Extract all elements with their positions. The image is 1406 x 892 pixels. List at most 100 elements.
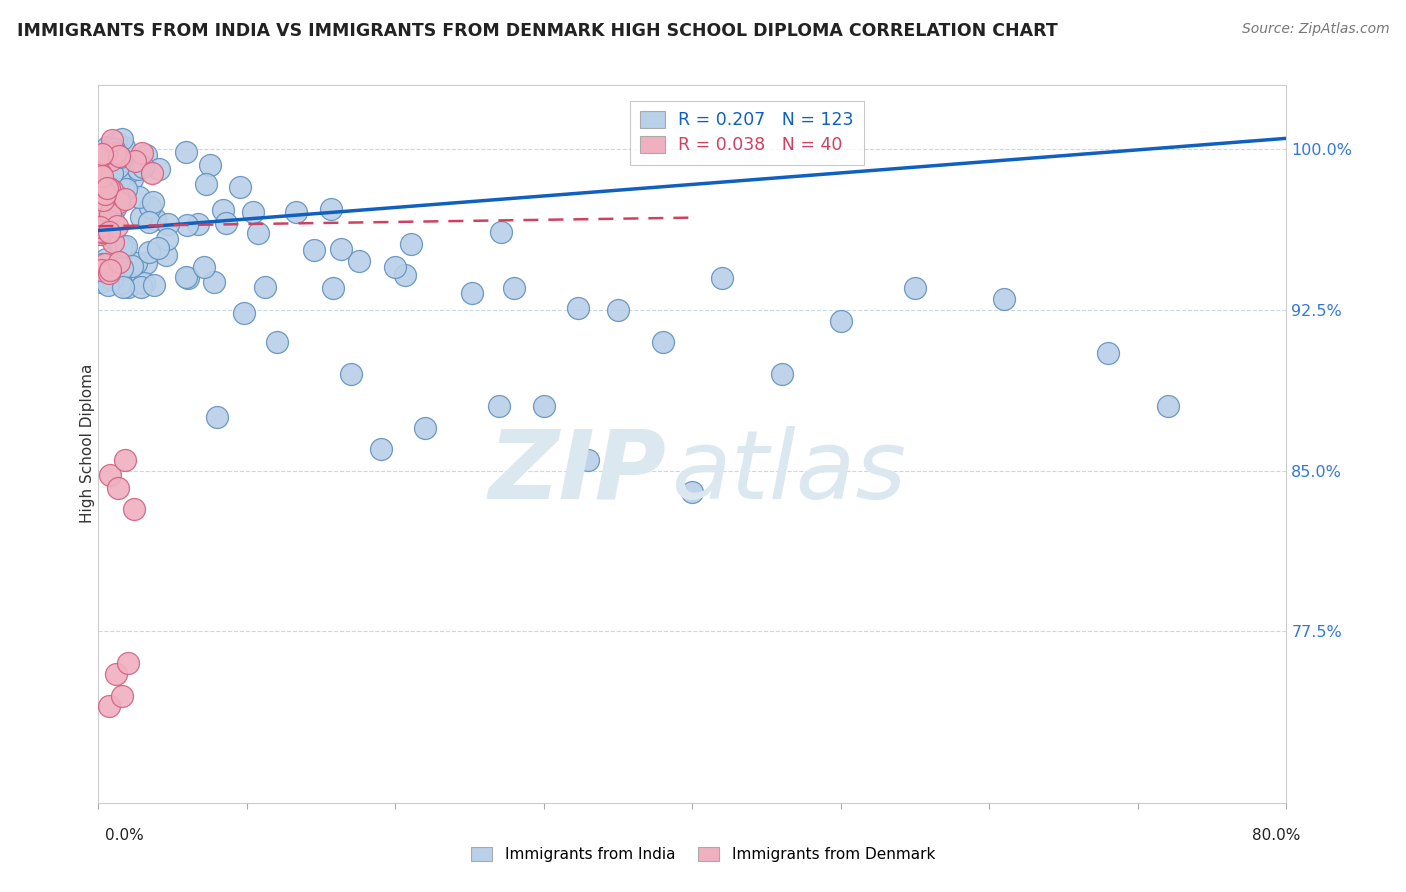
Point — [117, 280, 139, 294]
Point — [125, 256, 148, 270]
Point — [93, 211, 115, 226]
Point — [193, 260, 215, 275]
Point — [100, 166, 122, 180]
Point — [156, 232, 179, 246]
Text: atlas: atlas — [671, 426, 905, 519]
Point — [110, 160, 132, 174]
Point — [129, 280, 152, 294]
Point — [110, 277, 132, 291]
Point — [155, 248, 177, 262]
Point — [330, 243, 353, 257]
Text: 0.0%: 0.0% — [105, 828, 145, 843]
Point — [129, 210, 152, 224]
Point — [115, 181, 138, 195]
Point — [107, 195, 129, 210]
Point — [98, 263, 121, 277]
Point — [90, 227, 112, 241]
Point — [394, 268, 416, 283]
Legend: Immigrants from India, Immigrants from Denmark: Immigrants from India, Immigrants from D… — [465, 840, 941, 868]
Point — [651, 334, 673, 349]
Point — [108, 148, 131, 162]
Point — [121, 259, 143, 273]
Legend: R = 0.207   N = 123, R = 0.038   N = 40: R = 0.207 N = 123, R = 0.038 N = 40 — [630, 101, 865, 165]
Point — [89, 211, 111, 226]
Point — [94, 152, 117, 166]
Point — [107, 173, 129, 187]
Point — [176, 145, 198, 159]
Point — [142, 195, 165, 210]
Point — [105, 667, 128, 681]
Point — [578, 453, 600, 467]
Point — [187, 217, 209, 231]
Point — [111, 261, 134, 276]
Point — [98, 180, 121, 194]
Point — [138, 245, 160, 260]
Point — [146, 241, 169, 255]
Point — [94, 252, 117, 266]
Point — [90, 260, 112, 274]
Point — [127, 161, 149, 176]
Point — [830, 313, 852, 327]
Point — [176, 219, 198, 233]
Point — [115, 161, 138, 176]
Point — [319, 202, 342, 216]
Point — [143, 212, 166, 227]
Point — [94, 146, 117, 161]
Point — [110, 240, 132, 254]
Text: ZIP: ZIP — [488, 426, 666, 519]
Point — [104, 135, 127, 149]
Text: Source: ZipAtlas.com: Source: ZipAtlas.com — [1241, 22, 1389, 37]
Point — [117, 657, 139, 671]
Point — [118, 164, 141, 178]
Point — [100, 153, 122, 167]
Point — [98, 266, 121, 280]
Point — [253, 279, 276, 293]
Point — [195, 177, 218, 191]
Point — [103, 235, 125, 249]
Point — [96, 140, 118, 154]
Point — [114, 453, 136, 467]
Point — [285, 205, 308, 219]
Point — [176, 271, 198, 285]
Point — [266, 334, 288, 349]
Point — [399, 236, 422, 251]
Point — [115, 273, 138, 287]
Point — [115, 239, 138, 253]
Point — [104, 145, 127, 160]
Point — [138, 215, 160, 229]
Point — [142, 277, 165, 292]
Point — [97, 225, 120, 239]
Point — [101, 212, 124, 227]
Point — [205, 409, 228, 424]
Point — [96, 181, 118, 195]
Point — [100, 207, 122, 221]
Point — [107, 481, 129, 495]
Point — [112, 280, 135, 294]
Point — [100, 153, 122, 167]
Point — [104, 261, 127, 276]
Point — [104, 247, 127, 261]
Point — [340, 367, 363, 381]
Point — [91, 257, 114, 271]
Point — [384, 260, 406, 274]
Point — [567, 301, 589, 315]
Point — [105, 174, 128, 188]
Point — [101, 140, 124, 154]
Point — [101, 272, 124, 286]
Point — [141, 165, 163, 179]
Point — [202, 275, 225, 289]
Point — [101, 256, 124, 270]
Point — [607, 302, 630, 317]
Point — [711, 270, 734, 285]
Point — [94, 187, 117, 202]
Point — [135, 256, 157, 270]
Point — [90, 262, 112, 277]
Point — [233, 306, 256, 320]
Point — [134, 276, 156, 290]
Point — [302, 244, 325, 258]
Point — [124, 154, 146, 169]
Point — [107, 150, 129, 164]
Point — [107, 160, 129, 174]
Point — [90, 169, 112, 183]
Point — [322, 281, 344, 295]
